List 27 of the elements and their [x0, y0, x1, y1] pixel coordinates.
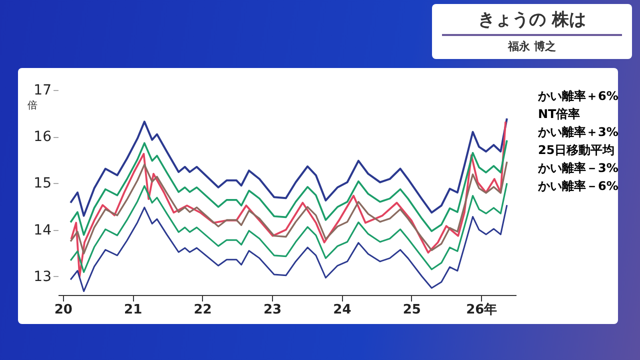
text: かい離率－3% [537, 161, 618, 175]
line-series [70, 120, 506, 278]
x-tick-label: 24 [333, 302, 352, 318]
x-tick-label: 25 [402, 302, 421, 318]
line-series [70, 204, 508, 292]
x-tick-label: 23 [263, 302, 282, 318]
x-tick-label: 21 [124, 302, 142, 318]
x-tick-label: 20 [54, 302, 72, 318]
line-series [70, 160, 508, 254]
text: かい離率－6% [537, 179, 618, 193]
line-series [70, 117, 508, 217]
y-tick-label: 14 [34, 222, 52, 238]
y-tick-label: 13 [34, 268, 52, 285]
y-axis-title: 倍 [28, 100, 38, 112]
text: かい離率＋6% [537, 89, 618, 103]
line-series [70, 139, 508, 236]
y-tick-label: 15 [34, 176, 52, 192]
chart-title: きょうの 株は [442, 8, 622, 36]
text: NT倍率 [538, 107, 580, 121]
text: 25日移動平均 [538, 143, 615, 157]
text: かい離率＋3% [537, 125, 618, 139]
y-tick-label: 17 [34, 82, 52, 98]
line-series [70, 182, 508, 273]
x-tick-label: 22 [194, 302, 212, 318]
x-tick-label: 26年 [466, 302, 498, 318]
y-tick-label: 16 [34, 129, 52, 146]
chart-subtitle: 福永 博之 [506, 39, 557, 54]
